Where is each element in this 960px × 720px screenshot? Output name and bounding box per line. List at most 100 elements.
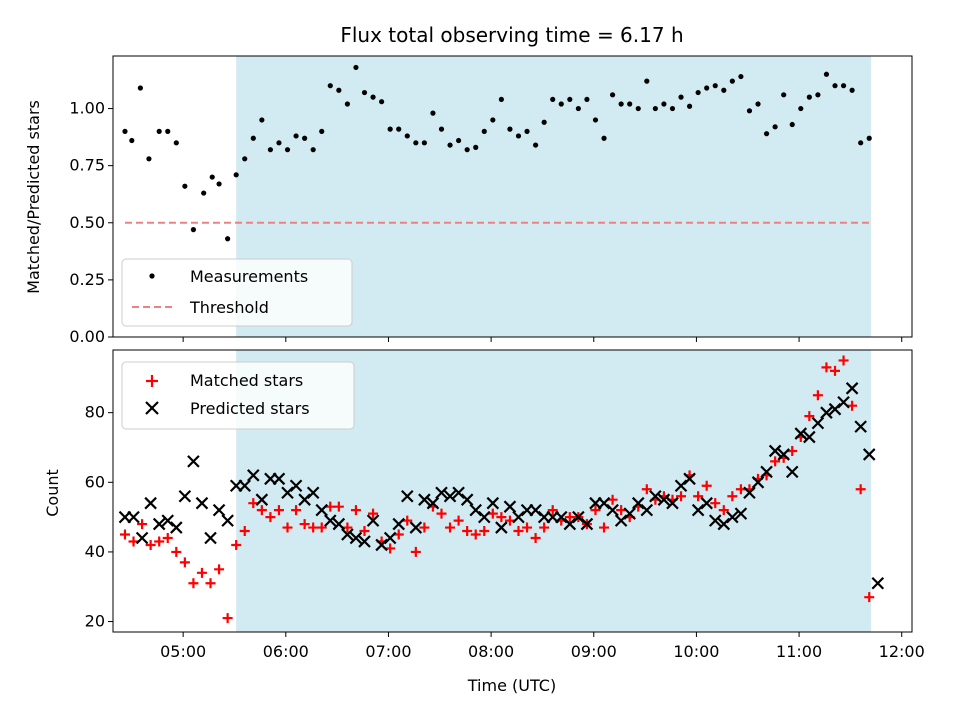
measurement-point xyxy=(721,87,727,93)
measurement-point xyxy=(584,96,590,103)
measurement-point xyxy=(473,144,479,150)
matched-star-point xyxy=(770,456,781,467)
measurement-point xyxy=(293,133,299,139)
measurement-point xyxy=(387,126,393,132)
matched-star-point xyxy=(735,484,746,495)
matched-star-point xyxy=(847,400,858,411)
predicted-star-point xyxy=(503,500,517,513)
measurement-point xyxy=(704,85,710,91)
measurement-point xyxy=(302,135,308,141)
measurement-point xyxy=(413,140,419,146)
predicted-star-point xyxy=(734,507,748,520)
measurement-point xyxy=(259,117,265,123)
measurement-point xyxy=(781,92,787,98)
matched-star-point xyxy=(641,484,652,495)
matched-star-point xyxy=(727,491,738,502)
measurement-point xyxy=(763,131,770,137)
matched-star-point xyxy=(453,515,464,526)
measurements-series xyxy=(122,64,872,242)
predicted-star-point xyxy=(726,510,739,524)
matched-star-point xyxy=(855,484,866,495)
matched-star-point xyxy=(299,519,310,530)
measurement-point xyxy=(712,83,718,89)
y-tick-label: 0.50 xyxy=(69,213,105,232)
ratio-y-axis-label: Matched/Predicted stars xyxy=(24,100,43,294)
matched-star-point xyxy=(496,512,507,523)
matched-star-point xyxy=(676,491,687,502)
predicted-star-point xyxy=(195,496,209,510)
x-tick-label: 07:00 xyxy=(365,642,411,661)
predicted-star-point xyxy=(443,489,457,503)
predicted-star-point xyxy=(383,531,397,545)
predicted-star-point xyxy=(777,448,790,461)
measurement-point xyxy=(310,147,316,153)
measurement-point xyxy=(550,96,556,103)
predicted-star-point xyxy=(512,510,525,524)
predicted-star-point xyxy=(375,538,388,552)
measurement-point xyxy=(404,133,410,139)
matched-star-point xyxy=(350,505,361,516)
measurement-point xyxy=(267,147,274,153)
matched-star-point xyxy=(410,546,421,557)
predicted-star-point xyxy=(255,493,269,506)
matched-star-point xyxy=(693,491,704,502)
matched-star-point xyxy=(188,578,199,589)
matched-star-point xyxy=(710,498,721,509)
predicted-star-point xyxy=(871,576,885,590)
predicted-star-point xyxy=(135,531,149,545)
x-tick-label: 06:00 xyxy=(263,642,309,661)
predicted-star-point xyxy=(751,476,765,489)
measurement-point xyxy=(541,119,547,125)
predicted-star-point xyxy=(324,514,337,527)
predicted-star-point xyxy=(426,496,440,510)
measurement-point xyxy=(250,135,256,141)
predicted-star-point xyxy=(477,510,491,524)
measurement-point xyxy=(481,128,487,134)
matched-star-point xyxy=(291,505,302,516)
matched-star-point xyxy=(718,505,729,516)
matched-star-point xyxy=(368,508,379,519)
count-x-ticks: 05:00 06:00 07:00 08:00 09:00 10:00 11:00 12:00 xyxy=(160,632,925,661)
measurement-point xyxy=(173,140,179,146)
x-tick-label: 05:00 xyxy=(160,642,206,661)
measurement-point xyxy=(840,83,847,89)
measurement-point xyxy=(644,78,650,84)
measurement-point xyxy=(815,92,821,98)
matched-star-point xyxy=(487,508,498,519)
ratio-legend: Measurements Threshold xyxy=(121,258,353,327)
chart-title: Flux total observing time = 6.17 h xyxy=(340,23,683,47)
predicted-star-point xyxy=(828,402,842,416)
predicted-star-point xyxy=(657,493,671,506)
predicted-star-point xyxy=(717,517,731,531)
measurement-point xyxy=(498,96,504,103)
matched-star-point xyxy=(564,512,575,523)
measurement-point xyxy=(515,133,522,139)
predicted-star-point xyxy=(580,517,594,531)
predicted-star-point xyxy=(743,486,756,500)
legend-predicted-marker xyxy=(145,401,159,415)
measurement-point xyxy=(421,140,427,146)
predicted-star-point xyxy=(315,503,329,517)
measurement-point xyxy=(129,137,135,144)
matched-star-point xyxy=(154,536,165,547)
matched-star-point xyxy=(479,526,490,537)
measurement-point xyxy=(284,147,291,153)
matched-star-point xyxy=(308,522,319,533)
measurement-point xyxy=(524,128,530,134)
predicted-star-point xyxy=(238,479,252,493)
predicted-star-point xyxy=(341,528,354,541)
y-tick-label: 1.00 xyxy=(69,99,105,118)
measurement-point xyxy=(806,94,812,100)
matched-star-point xyxy=(282,522,293,533)
measurement-point xyxy=(532,142,539,148)
predicted-star-point xyxy=(597,496,611,510)
predicted-star-point xyxy=(187,455,200,468)
predicted-star-point xyxy=(366,514,380,527)
predicted-star-point xyxy=(529,503,542,517)
matched-star-point xyxy=(128,536,139,547)
predicted-star-point xyxy=(803,430,816,444)
matched-star-point xyxy=(616,505,627,516)
matched-star-point xyxy=(179,557,190,568)
measurement-point xyxy=(353,64,359,71)
count-plot-area xyxy=(118,355,885,624)
